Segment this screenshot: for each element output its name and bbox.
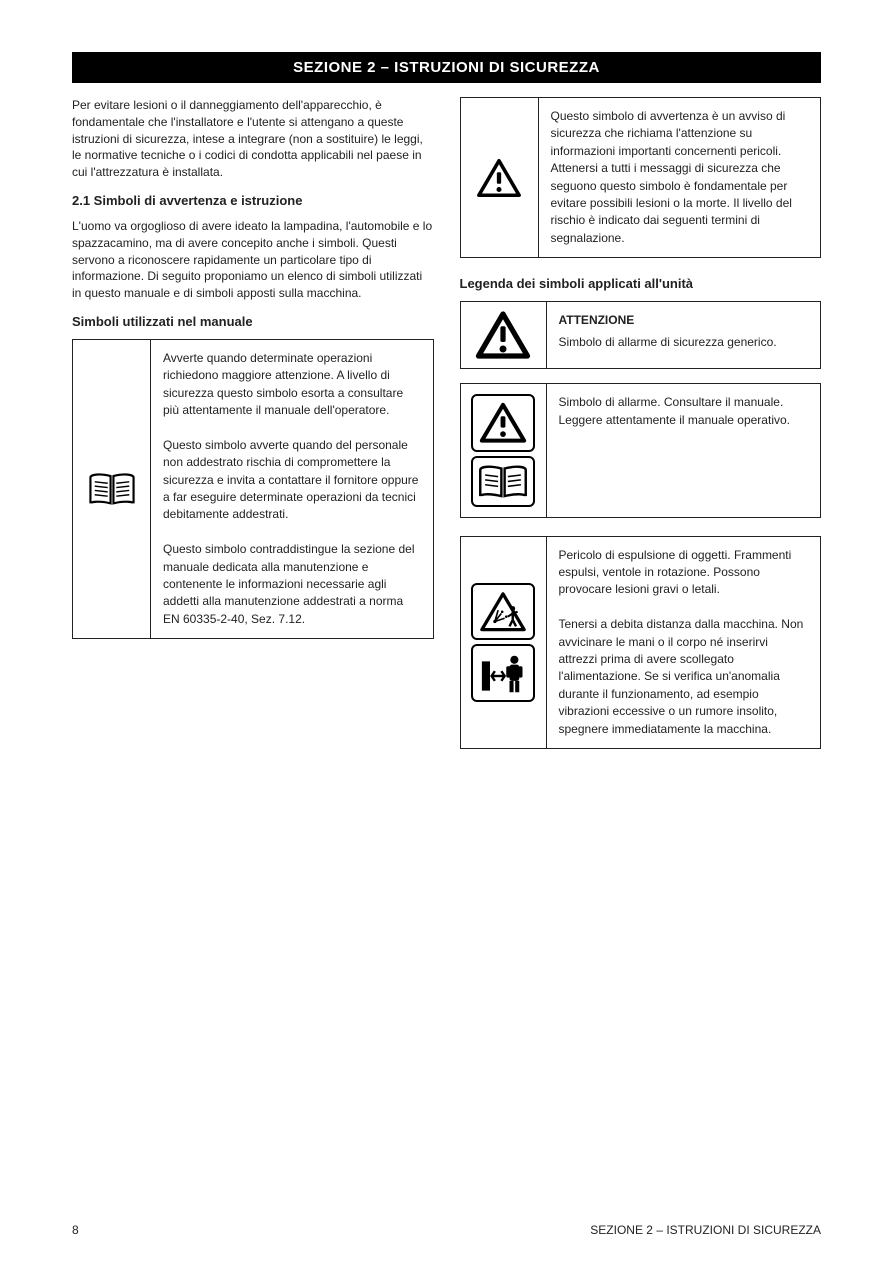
manual-symbols-subhead: Simboli utilizzati nel manuale bbox=[72, 314, 434, 329]
flying-objects-label-box: Pericolo di espulsione di oggetti. Framm… bbox=[460, 536, 822, 749]
warning-symbol-text: Questo simbolo di avvertenza è un avviso… bbox=[539, 98, 821, 257]
warning-triangle-small-icon bbox=[477, 400, 529, 446]
warning-icon-cell bbox=[461, 98, 539, 257]
manual-icon-cell bbox=[73, 340, 151, 638]
section-title-bar: SEZIONE 2 – ISTRUZIONI DI SICUREZZA bbox=[72, 52, 821, 83]
attention-triangle-icon bbox=[475, 310, 531, 360]
warning-symbol-box: Questo simbolo di avvertenza è un avviso… bbox=[460, 97, 822, 258]
flying-objects-hazard-icon bbox=[477, 589, 529, 635]
page-footer: 8 SEZIONE 2 – ISTRUZIONI DI SICUREZZA bbox=[72, 1223, 821, 1237]
open-book-small-icon bbox=[477, 462, 529, 501]
open-book-icon bbox=[89, 471, 135, 507]
picto-book bbox=[471, 456, 535, 507]
flying-objects-label-text: Pericolo di espulsione di oggetti. Framm… bbox=[547, 537, 821, 748]
attention-title: ATTENZIONE bbox=[559, 312, 809, 329]
manual-symbol-box: Avverte quando determinate operazioni ri… bbox=[72, 339, 434, 639]
flying-objects-icon-cell bbox=[461, 537, 547, 748]
read-manual-label-box: Simbolo di allarme. Consultare il manual… bbox=[460, 383, 822, 518]
unit-symbols-legend-subhead: Legenda dei simboli applicati all'unità bbox=[460, 276, 822, 291]
footer-section-label: SEZIONE 2 – ISTRUZIONI DI SICUREZZA bbox=[590, 1223, 821, 1237]
read-manual-label-text: Simbolo di allarme. Consultare il manual… bbox=[547, 384, 821, 517]
right-column: Questo simbolo di avvertenza è un avviso… bbox=[460, 97, 822, 767]
subsection-heading-symbols: 2.1 Simboli di avvertenza e istruzione bbox=[72, 193, 434, 208]
symbols-intro-paragraph: L'uomo va orgoglioso di avere ideato la … bbox=[72, 218, 434, 302]
keep-distance-icon bbox=[477, 650, 529, 696]
intro-paragraph: Per evitare lesioni o il danneggiamento … bbox=[72, 97, 434, 181]
picto-flying-objects bbox=[471, 583, 535, 641]
picto-warning bbox=[471, 394, 535, 452]
attention-symbol-box: ATTENZIONE Simbolo di allarme di sicurez… bbox=[460, 301, 822, 369]
read-manual-icon-cell bbox=[461, 384, 547, 517]
manual-symbol-text: Avverte quando determinate operazioni ri… bbox=[151, 340, 433, 638]
attention-icon-cell bbox=[461, 302, 547, 368]
picto-keep-distance bbox=[471, 644, 535, 702]
attention-text: Simbolo di allarme di sicurezza generico… bbox=[559, 334, 809, 351]
footer-page-number: 8 bbox=[72, 1223, 79, 1237]
warning-triangle-icon bbox=[476, 157, 522, 199]
attention-text-cell: ATTENZIONE Simbolo di allarme di sicurez… bbox=[547, 302, 821, 368]
left-column: Per evitare lesioni o il danneggiamento … bbox=[72, 97, 434, 767]
